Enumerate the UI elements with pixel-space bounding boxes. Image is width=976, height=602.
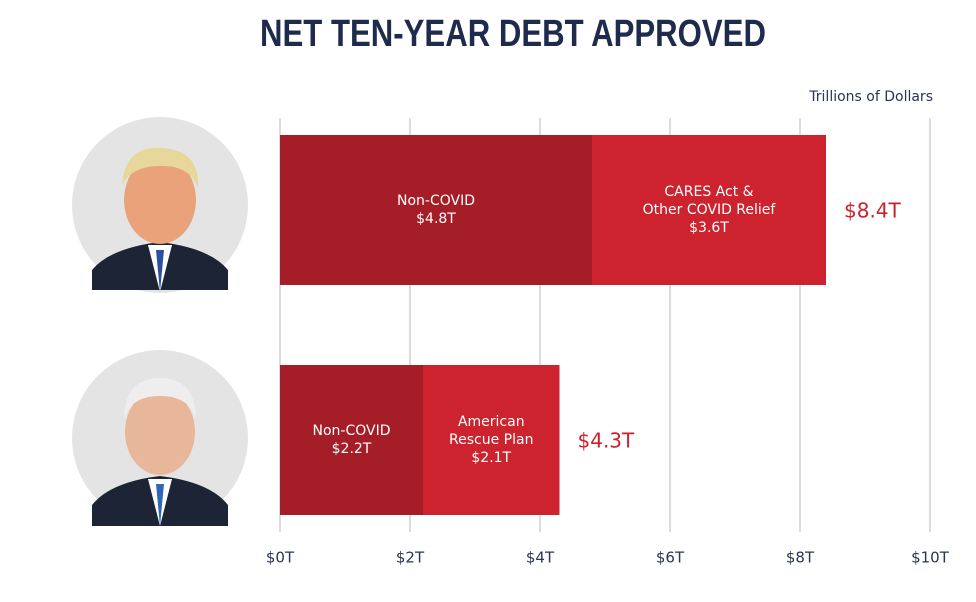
x-tick-label: $0T bbox=[266, 549, 295, 567]
x-tick-label: $8T bbox=[786, 549, 815, 567]
segment-name: Non-COVID bbox=[312, 423, 391, 439]
total-label: $4.3T bbox=[578, 429, 636, 453]
portrait bbox=[72, 350, 248, 526]
bar-segment bbox=[423, 365, 560, 515]
x-tick-label: $6T bbox=[656, 549, 685, 567]
segment-name: CARES Act & Other COVID Relief bbox=[642, 184, 776, 218]
data-label: $2.2T bbox=[331, 441, 372, 457]
x-tick-label: $10T bbox=[911, 549, 950, 567]
segment-name: American Rescue Plan bbox=[449, 414, 534, 448]
segment-label: CARES Act & Other COVID Relief $3.6T bbox=[592, 135, 826, 285]
data-label: $4.8T bbox=[416, 211, 456, 227]
data-label: $2.1T bbox=[471, 450, 512, 466]
bar-segment bbox=[592, 135, 826, 285]
segment-label-box: Non-COVID $4.8T bbox=[280, 135, 592, 285]
segment-label-box: CARES Act & Other COVID Relief $3.6T bbox=[592, 135, 826, 285]
portrait bbox=[72, 117, 248, 293]
chart-title: NET TEN-YEAR DEBT APPROVED bbox=[260, 13, 766, 55]
bar-segment bbox=[280, 135, 592, 285]
data-label: $3.6T bbox=[689, 220, 729, 236]
total-label: $8.4T bbox=[844, 199, 902, 223]
segment-label-box: American Rescue Plan $2.1T bbox=[423, 365, 560, 515]
segment-label: Non-COVID $2.2T bbox=[280, 365, 423, 515]
axis-label: Trillions of Dollars bbox=[808, 89, 933, 105]
x-tick-label: $2T bbox=[396, 549, 425, 567]
x-tick-label: $4T bbox=[526, 549, 555, 567]
segment-name: Non-COVID bbox=[397, 193, 475, 209]
segment-label: American Rescue Plan $2.1T bbox=[423, 365, 560, 515]
segment-label-box: Non-COVID $2.2T bbox=[280, 365, 423, 515]
bar-segment bbox=[280, 365, 423, 515]
segment-label: Non-COVID $4.8T bbox=[280, 135, 592, 285]
